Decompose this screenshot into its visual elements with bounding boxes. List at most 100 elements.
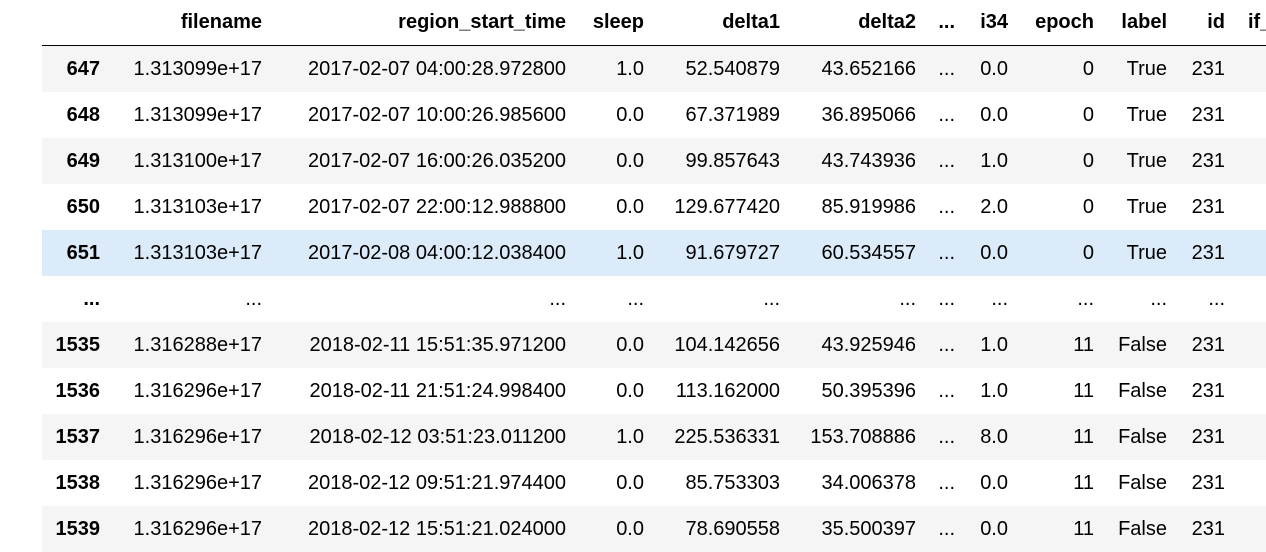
- cut-off-cell: [1237, 460, 1266, 506]
- table-cell: 0.0: [980, 241, 1008, 264]
- table-cell: 0: [1082, 103, 1094, 126]
- table-cell: 0: [1082, 195, 1094, 218]
- table-row: 647 1.313099e+17 2017-02-07 04:00:28.97280…: [42, 45, 1266, 92]
- table-cell: ...: [938, 471, 955, 494]
- table-cell: 2018-02-11 15:51:35.971200: [309, 333, 566, 356]
- column-header: region_start_time: [274, 0, 578, 46]
- row-index: 1539: [55, 517, 101, 540]
- table-cell: ...: [938, 333, 955, 356]
- cut-off-cell: [1237, 276, 1266, 322]
- cut-off-cell: [1237, 322, 1266, 368]
- table-row: 650 1.313103e+17 2017-02-07 22:00:12.98880…: [42, 184, 1266, 230]
- table-cell: ...: [938, 57, 955, 80]
- table-cell: 225.536331: [674, 425, 780, 448]
- table-cell: 1.316288e+17: [133, 333, 262, 356]
- column-header: id: [1179, 0, 1237, 46]
- row-index: 1537: [55, 425, 101, 448]
- table-cell: 43.743936: [821, 149, 916, 172]
- dataframe-table: filename region_start_time sleep delta1 delt…: [42, 0, 1266, 552]
- table-cell: 0.0: [616, 333, 644, 356]
- column-header: delta2: [792, 0, 928, 46]
- table-cell: 2017-02-08 04:00:12.038400: [307, 241, 566, 264]
- table-cell: 113.162000: [675, 379, 780, 402]
- table-cell: False: [1118, 517, 1167, 540]
- cut-off-cell: [1237, 506, 1266, 552]
- table-cell: 0.0: [980, 103, 1008, 126]
- table-row: 651 1.313103e+17 2017-02-08 04:00:12.03840…: [42, 230, 1266, 276]
- column-header: sleep: [578, 0, 656, 46]
- cut-off-cell: [1237, 92, 1266, 138]
- table-cell: ...: [245, 287, 262, 310]
- table-cell: False: [1118, 471, 1167, 494]
- table-cell: 0.0: [980, 57, 1008, 80]
- table-cell: True: [1126, 57, 1167, 80]
- table-cell: 99.857643: [685, 149, 780, 172]
- table-cell: 231: [1191, 379, 1225, 402]
- table-cell: 231: [1191, 241, 1225, 264]
- table-cell: True: [1126, 195, 1167, 218]
- table-cell: 2018-02-12 15:51:21.024000: [307, 517, 566, 540]
- table-cell: 67.371989: [685, 103, 780, 126]
- table-cell: 0.0: [616, 471, 644, 494]
- table-row: 648 1.313099e+17 2017-02-07 10:00:26.98560…: [42, 92, 1266, 138]
- table-cell: 34.006378: [821, 471, 916, 494]
- table-cell: 153.708886: [810, 425, 916, 448]
- table-cell: 231: [1191, 57, 1225, 80]
- column-header: delta1: [656, 0, 792, 46]
- table-cell: 231: [1191, 471, 1225, 494]
- table-cell: 231: [1191, 149, 1225, 172]
- table-cell: 231: [1191, 103, 1225, 126]
- table-cell: 8.0: [980, 425, 1008, 448]
- table-cell: ...: [938, 517, 955, 540]
- table-cell: ...: [1150, 287, 1167, 310]
- table-cell: 2018-02-12 03:51:23.011200: [309, 425, 566, 448]
- table-row: 1538 1.316296e+17 2018-02-12 09:51:21.9744…: [42, 460, 1266, 506]
- table-cell: 2017-02-07 04:00:28.972800: [307, 57, 566, 80]
- cut-off-cell: [1237, 230, 1266, 276]
- row-index: 648: [66, 103, 100, 126]
- dataframe-output: filename region_start_time sleep delta1 delt…: [42, 0, 1266, 552]
- table-cell: 1.313103e+17: [133, 195, 262, 218]
- table-cell: 1.313100e+17: [133, 149, 262, 172]
- table-cell: 0.0: [616, 517, 644, 540]
- row-index: 650: [66, 195, 100, 218]
- table-cell: 231: [1191, 195, 1225, 218]
- table-cell: ...: [938, 149, 955, 172]
- table-header: filename region_start_time sleep delta1 delt…: [42, 0, 1266, 46]
- table-cell: 129.677420: [674, 195, 780, 218]
- table-row: .................................: [42, 276, 1266, 322]
- table-cell: 2017-02-07 16:00:26.035200: [307, 149, 566, 172]
- table-cell: 0: [1082, 57, 1094, 80]
- index-header: [42, 0, 112, 46]
- table-cell: 0.0: [616, 149, 644, 172]
- table-cell: 1.0: [980, 379, 1008, 402]
- table-cell: 0.0: [980, 517, 1008, 540]
- table-cell: ...: [549, 287, 566, 310]
- table-cell: 1.0: [616, 241, 644, 264]
- table-cell: ...: [1208, 287, 1225, 310]
- row-index: 651: [66, 241, 100, 264]
- table-cell: 231: [1191, 517, 1225, 540]
- table-cell: 2018-02-11 21:51:24.998400: [309, 379, 566, 402]
- row-index: ...: [83, 287, 100, 310]
- table-cell: 50.395396: [821, 379, 916, 402]
- column-header: ...: [928, 0, 967, 46]
- cut-off-cell: [1237, 138, 1266, 184]
- table-cell: 1.313103e+17: [133, 241, 262, 264]
- table-cell: 1.0: [616, 425, 644, 448]
- table-cell: ...: [899, 287, 916, 310]
- table-cell: 36.895066: [821, 103, 916, 126]
- row-index: 1538: [55, 471, 101, 494]
- table-cell: 2.0: [980, 195, 1008, 218]
- row-index: 1536: [55, 379, 101, 402]
- table-cell: 2017-02-07 22:00:12.988800: [307, 195, 566, 218]
- table-cell: 91.679727: [685, 241, 780, 264]
- table-cell: 1.0: [980, 149, 1008, 172]
- table-cell: False: [1118, 425, 1167, 448]
- table-cell: 1.0: [980, 333, 1008, 356]
- table-cell: ...: [938, 103, 955, 126]
- column-header: i34: [967, 0, 1020, 46]
- table-cell: 1.313099e+17: [133, 57, 262, 80]
- table-row: 1537 1.316296e+17 2018-02-12 03:51:23.0112…: [42, 414, 1266, 460]
- table-cell: 1.316296e+17: [133, 471, 262, 494]
